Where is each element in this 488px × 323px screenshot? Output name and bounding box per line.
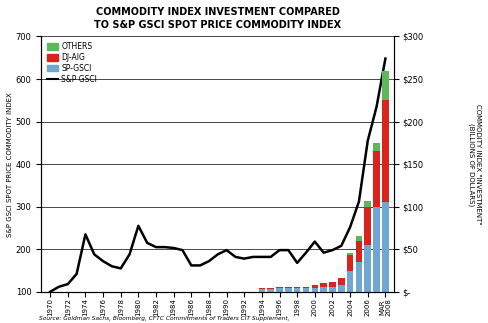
Bar <box>356 262 362 292</box>
Bar <box>329 282 336 287</box>
Bar <box>311 287 318 292</box>
Bar <box>356 241 362 262</box>
Bar <box>365 207 371 245</box>
Title: COMMODITY INDEX INVESTMENT COMPARED
TO S&P GSCI SPOT PRICE COMMODITY INDEX: COMMODITY INDEX INVESTMENT COMPARED TO S… <box>94 7 341 30</box>
Bar <box>311 285 318 287</box>
Bar <box>303 288 309 292</box>
Bar <box>259 288 265 289</box>
Bar <box>382 70 389 100</box>
Bar <box>347 255 353 271</box>
Bar <box>267 288 274 289</box>
Bar <box>382 203 389 292</box>
Bar <box>276 288 283 292</box>
Bar <box>356 236 362 241</box>
Bar <box>320 287 327 292</box>
Bar <box>294 287 301 288</box>
Bar <box>338 278 345 285</box>
Bar <box>303 287 309 288</box>
Bar <box>276 287 283 288</box>
Legend: OTHERS, DJ-AIG, SP-GSCI, S&P GSCI: OTHERS, DJ-AIG, SP-GSCI, S&P GSCI <box>45 40 99 85</box>
Bar <box>267 289 274 292</box>
Bar <box>365 201 371 207</box>
Bar <box>382 100 389 203</box>
Bar <box>373 143 380 151</box>
Bar <box>294 288 301 292</box>
Y-axis label: S&P GSCI SPOT PRICE COMMODITY INDEX: S&P GSCI SPOT PRICE COMMODITY INDEX <box>7 92 13 236</box>
Text: Source: Goldman Sachs, Bloomberg, CFTC Commitments of Traders CIT Supplement,: Source: Goldman Sachs, Bloomberg, CFTC C… <box>39 317 289 321</box>
Bar <box>347 253 353 255</box>
Bar <box>329 287 336 292</box>
Bar <box>365 245 371 292</box>
Bar <box>347 271 353 292</box>
Y-axis label: COMMODITY INDEX "INVESTMENT"
(BILLIONS OF DOLLARS): COMMODITY INDEX "INVESTMENT" (BILLIONS O… <box>468 104 481 224</box>
Bar <box>285 287 292 288</box>
Bar <box>259 289 265 292</box>
Bar <box>338 285 345 292</box>
Bar <box>373 207 380 292</box>
Bar <box>373 151 380 207</box>
Bar <box>320 283 327 287</box>
Bar <box>285 288 292 292</box>
